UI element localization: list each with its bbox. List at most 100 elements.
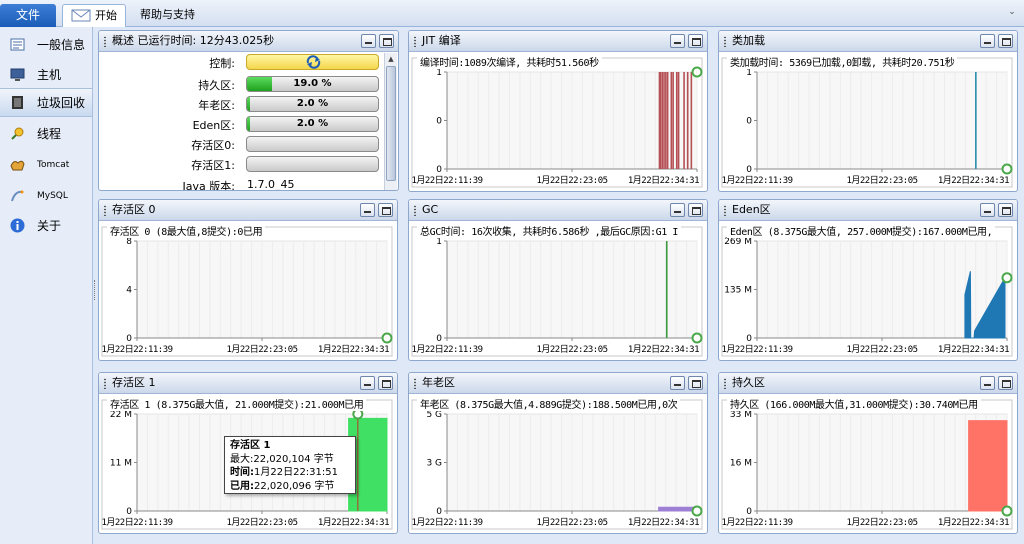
java-version: 1.7.0_45 <box>247 178 295 191</box>
eden-panel-title: Eden区 <box>732 203 771 216</box>
maximize-button[interactable] <box>998 376 1013 390</box>
y-tick-label: 0 <box>746 165 752 175</box>
s0-panel-title: 存活区 0 <box>112 203 156 216</box>
sidebar: 一般信息 主机 垃圾回收 线程 Tomcat MySQL 关于 <box>0 27 93 544</box>
x-tick-label: 1月22日22:34:31 <box>628 344 699 355</box>
mysql-icon <box>10 188 25 203</box>
y-tick-label: 0 <box>746 334 752 344</box>
eden-panel-header: Eden区 <box>719 200 1017 221</box>
gc-panel-header: GC <box>409 200 707 221</box>
y-tick-label: 4 <box>126 286 132 296</box>
drag-handle-icon[interactable] <box>413 205 417 216</box>
y-tick-label: 0 <box>436 117 442 127</box>
eden-chart[interactable]: 1月22日22:11:39 1月22日22:23:05 1月22日22:34:31 2… <box>719 221 1017 360</box>
drag-handle-icon[interactable] <box>413 378 417 389</box>
old-panel-header: 年老区 <box>409 373 707 394</box>
x-tick-label: 1月22日22:11:39 <box>721 175 792 186</box>
perm-chart-title: 持久区 (166.000M最大值,31.000M提交):30.740M已用 <box>727 396 981 411</box>
y-tick-label: 1 <box>746 68 752 78</box>
minimize-button[interactable] <box>980 203 995 217</box>
maximize-button[interactable] <box>688 376 703 390</box>
classload-panel: 类加载 1月22日22:11:39 1月22日22:23:05 1月22日22:34… <box>718 30 1018 192</box>
x-tick-label: 1月22日22:11:39 <box>721 344 792 355</box>
drag-handle-icon[interactable] <box>413 36 417 47</box>
sidebar-item-mysql[interactable]: MySQL <box>0 181 92 210</box>
maximize-button[interactable] <box>379 34 394 48</box>
s1-chart-title: 存活区 1 (8.375G最大值, 21.000M提交):21.000M已用 <box>107 396 367 411</box>
value-marker <box>1001 163 1013 175</box>
minimize-button[interactable] <box>361 34 376 48</box>
classload-chart[interactable]: 1月22日22:11:39 1月22日22:23:05 1月22日22:34:31 1… <box>719 52 1017 191</box>
drag-handle-icon[interactable] <box>103 36 107 47</box>
scroll-thumb[interactable] <box>386 66 396 181</box>
x-tick-label: 1月22日22:23:05 <box>226 344 297 355</box>
maximize-button[interactable] <box>688 203 703 217</box>
sidebar-item-gc[interactable]: 垃圾回收 <box>0 88 92 117</box>
y-tick-label: 0 <box>436 334 442 344</box>
maximize-button[interactable] <box>378 203 393 217</box>
monitor-icon <box>10 67 25 82</box>
minimize-button[interactable] <box>670 203 685 217</box>
gc-panel-title: GC <box>422 203 439 216</box>
minimize-button[interactable] <box>980 34 995 48</box>
refresh-button[interactable] <box>246 54 379 70</box>
sidebar-item-host[interactable]: 主机 <box>0 60 92 89</box>
s1-panel-header: 存活区 1 <box>99 373 397 394</box>
y-tick-label: 0 <box>126 507 132 517</box>
summary-panel-header: 概述 已运行时间: 12分43.025秒 <box>99 31 398 52</box>
old-chart[interactable]: 1月22日22:11:39 1月22日22:23:05 1月22日22:34:31 5… <box>409 394 707 533</box>
sidebar-item-about[interactable]: 关于 <box>0 211 92 240</box>
y-tick-label: 8 <box>126 237 132 247</box>
summary-row-eden: Eden区: 2.0 % <box>99 115 383 134</box>
perm-chart[interactable]: 1月22日22:11:39 1月22日22:23:05 1月22日22:34:31 3… <box>719 394 1017 533</box>
x-tick-label: 1月22日22:34:31 <box>318 344 389 355</box>
y-tick-label: 135 M <box>724 286 752 296</box>
sidebar-item-thread[interactable]: 线程 <box>0 119 92 148</box>
maximize-button[interactable] <box>998 203 1013 217</box>
s0-chart[interactable]: 1月22日22:11:39 1月22日22:23:05 1月22日22:34:31 8… <box>99 221 397 360</box>
chart-bar <box>665 241 668 338</box>
maximize-button[interactable] <box>688 34 703 48</box>
drag-handle-icon[interactable] <box>723 205 727 216</box>
y-tick-label: 0 <box>436 507 442 517</box>
drag-handle-icon[interactable] <box>723 36 727 47</box>
ribbon-collapse-icon[interactable]: ⌄ <box>1008 7 1016 17</box>
y-tick-label: 269 M <box>724 237 752 247</box>
tomcat-icon <box>10 157 25 172</box>
tab-help[interactable]: 帮助与支持 <box>140 8 195 21</box>
splitter-grip-icon[interactable] <box>94 280 96 300</box>
minimize-button[interactable] <box>360 203 375 217</box>
x-tick-label: 1月22日22:11:39 <box>721 517 792 528</box>
jit-panel: JIT 编译 1月22日22:11:39 1月22日22:23:05 1月22日22… <box>408 30 708 192</box>
y-tick-label: 33 M <box>730 410 752 420</box>
scroll-up-icon[interactable]: ▲ <box>388 55 394 63</box>
jit-chart[interactable]: 1月22日22:11:39 1月22日22:23:05 1月22日22:34:31 1… <box>409 52 707 191</box>
maximize-button[interactable] <box>998 34 1013 48</box>
drag-handle-icon[interactable] <box>103 205 107 216</box>
minimize-button[interactable] <box>670 34 685 48</box>
splitter[interactable] <box>93 27 97 544</box>
gc-chart[interactable]: 1月22日22:11:39 1月22日22:23:05 1月22日22:34:31 1… <box>409 221 707 360</box>
x-tick-label: 1月22日22:11:39 <box>101 344 172 355</box>
classload-chart-title: 类加载时间: 5369已加载,0卸载, 共耗时20.751秒 <box>727 54 958 69</box>
chart-bar <box>659 72 662 169</box>
drag-handle-icon[interactable] <box>723 378 727 389</box>
gc-panel: GC 1月22日22:11:39 1月22日22:23:05 1月22日22:34:… <box>408 199 708 361</box>
eden-progress-bar: 2.0 % <box>246 116 379 132</box>
minimize-button[interactable] <box>360 376 375 390</box>
gc-icon <box>10 95 25 110</box>
maximize-button[interactable] <box>378 376 393 390</box>
summary-scrollbar[interactable]: ▲ ▼ <box>384 53 397 190</box>
minimize-button[interactable] <box>670 376 685 390</box>
sidebar-item-tomcat[interactable]: Tomcat <box>0 150 92 179</box>
old-panel-title: 年老区 <box>422 376 455 389</box>
drag-handle-icon[interactable] <box>103 378 107 389</box>
x-tick-label: 1月22日22:34:31 <box>938 175 1009 186</box>
x-tick-label: 1月22日22:11:39 <box>411 344 482 355</box>
file-menu-button[interactable]: 文件 <box>0 4 56 27</box>
y-tick-label: 5 G <box>426 410 442 420</box>
x-tick-label: 1月22日22:23:05 <box>536 517 607 528</box>
tab-start[interactable]: 开始 <box>62 4 126 27</box>
minimize-button[interactable] <box>980 376 995 390</box>
sidebar-item-overview[interactable]: 一般信息 <box>0 30 92 59</box>
